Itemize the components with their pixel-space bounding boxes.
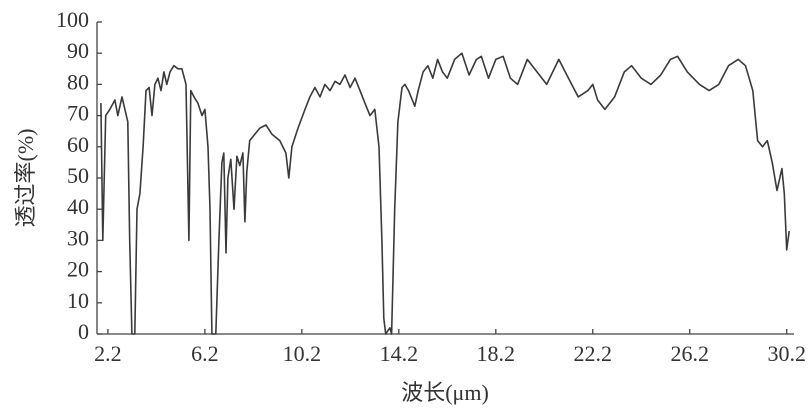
y-tick-label: 0	[78, 319, 89, 344]
y-tick-label: 80	[67, 69, 89, 94]
x-tick-label: 2.2	[94, 341, 122, 366]
y-tick-label: 70	[67, 101, 89, 126]
x-tick-label: 6.2	[191, 341, 219, 366]
x-tick-label: 26.2	[671, 341, 710, 366]
data-line	[100, 52, 790, 335]
x-axis-label: 波长(μm)	[401, 380, 489, 405]
y-tick-label: 60	[67, 132, 89, 157]
x-tick-label: 30.2	[767, 341, 806, 366]
y-tick-label: 30	[67, 225, 89, 250]
x-tick-label: 22.2	[574, 341, 613, 366]
y-tick-label: 100	[56, 7, 89, 32]
y-tick-label: 10	[67, 288, 89, 313]
y-tick-label: 90	[67, 38, 89, 63]
y-tick-label: 40	[67, 194, 89, 219]
y-tick-label: 20	[67, 257, 89, 282]
x-tick-label: 18.2	[477, 341, 516, 366]
y-tick-label: 50	[67, 163, 89, 188]
y-axis-label: 透过率(%)	[13, 129, 38, 228]
x-tick-label: 14.2	[380, 341, 419, 366]
x-tick-label: 10.2	[283, 341, 322, 366]
